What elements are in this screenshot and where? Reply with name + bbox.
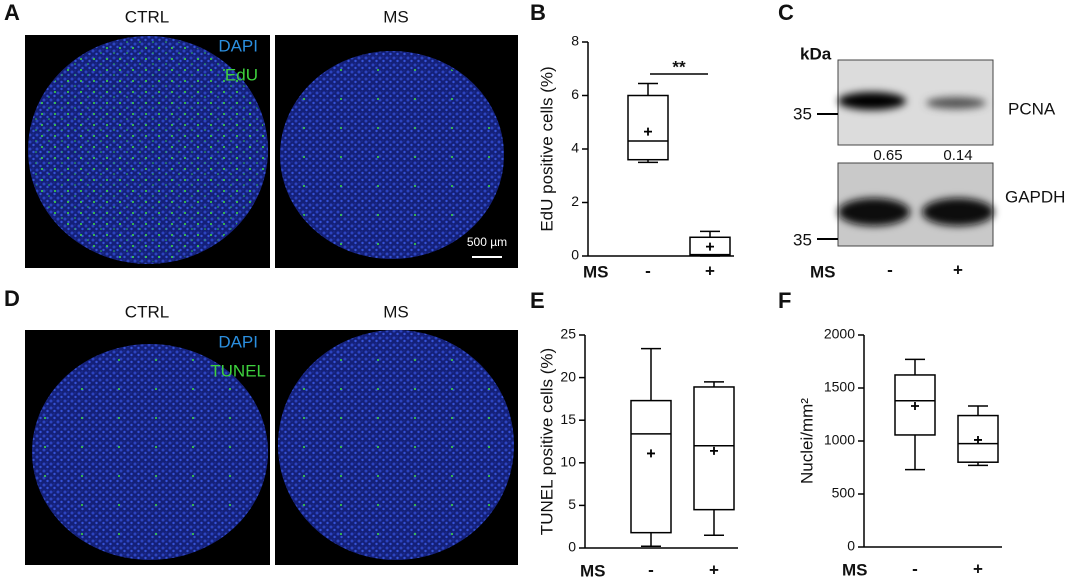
tunel-signal: [280, 332, 512, 558]
x-axis-label: MS: [583, 262, 609, 281]
y-tick-label: 0: [847, 538, 855, 554]
group-label: CTRL: [125, 302, 169, 321]
group-label: CTRL: [125, 7, 169, 26]
edu-signal: [30, 38, 266, 262]
panel-letter: C: [778, 0, 794, 25]
y-axis-label: Nuclei/mm²: [797, 398, 816, 484]
band: [838, 92, 906, 110]
x-axis-label: MS: [580, 561, 606, 580]
band: [926, 97, 986, 109]
band-label: PCNA: [1008, 99, 1056, 118]
x-label: MS: [810, 262, 836, 281]
stain-label: DAPI: [218, 36, 258, 55]
mean-marker: [710, 446, 718, 455]
y-axis-label: EdU positive cells (%): [537, 66, 556, 231]
scale-bar-label: 500 µm: [467, 235, 507, 249]
mean-marker: [644, 127, 652, 136]
y-tick-label: 500: [832, 485, 856, 501]
band: [922, 198, 994, 226]
marker-label: 35: [793, 230, 812, 249]
significance-label: **: [672, 57, 686, 76]
x-tick-label: +: [709, 560, 719, 579]
panel-letter: F: [778, 288, 791, 313]
quant-label: 0.14: [943, 147, 972, 164]
stain-label: TUNEL: [210, 361, 266, 380]
group-label: MS: [383, 302, 409, 321]
x-tick-label: -: [648, 560, 654, 579]
quant-label: 0.65: [873, 147, 902, 164]
y-axis-label: TUNEL positive cells (%): [537, 348, 556, 535]
box: [894, 374, 936, 436]
box: [627, 94, 669, 161]
x-tick-label: +: [705, 261, 715, 280]
box: [693, 386, 735, 511]
panel-letter: D: [4, 286, 20, 311]
band: [838, 198, 910, 226]
edu-signal: [282, 53, 502, 257]
unit-label: kDa: [800, 44, 832, 63]
y-tick-label: 15: [560, 411, 576, 427]
box: [630, 399, 672, 534]
x-axis-label: MS: [842, 560, 868, 579]
panel-letter: B: [530, 0, 546, 25]
y-tick-label: 6: [571, 86, 579, 102]
lane-label: -: [887, 260, 893, 279]
y-tick-label: 2000: [824, 326, 855, 342]
mean-marker: [911, 402, 919, 411]
panel-letter: E: [530, 288, 545, 313]
y-tick-label: 25: [560, 326, 576, 342]
box: [957, 414, 999, 463]
mean-marker: [974, 435, 982, 444]
stain-label: DAPI: [218, 332, 258, 351]
y-tick-label: 5: [568, 496, 576, 512]
stain-label: EdU: [225, 65, 258, 84]
y-tick-label: 8: [571, 33, 579, 49]
y-tick-label: 2: [571, 193, 579, 209]
y-tick-label: 20: [560, 368, 576, 384]
x-tick-label: +: [973, 559, 983, 578]
mean-marker: [647, 449, 655, 458]
x-tick-label: -: [645, 261, 651, 280]
y-tick-label: 4: [571, 140, 579, 156]
mean-marker: [706, 242, 714, 251]
lane-label: +: [953, 260, 963, 279]
tunel-signal: [34, 346, 266, 558]
y-tick-label: 1500: [824, 379, 855, 395]
group-label: MS: [383, 7, 409, 26]
x-tick-label: -: [912, 559, 918, 578]
y-tick-label: 10: [560, 454, 576, 470]
y-tick-label: 0: [571, 247, 579, 263]
marker-label: 35: [793, 104, 812, 123]
band-label: GAPDH: [1005, 187, 1065, 206]
y-tick-label: 0: [568, 539, 576, 555]
panel-letter: A: [4, 0, 20, 25]
y-tick-label: 1000: [824, 432, 855, 448]
